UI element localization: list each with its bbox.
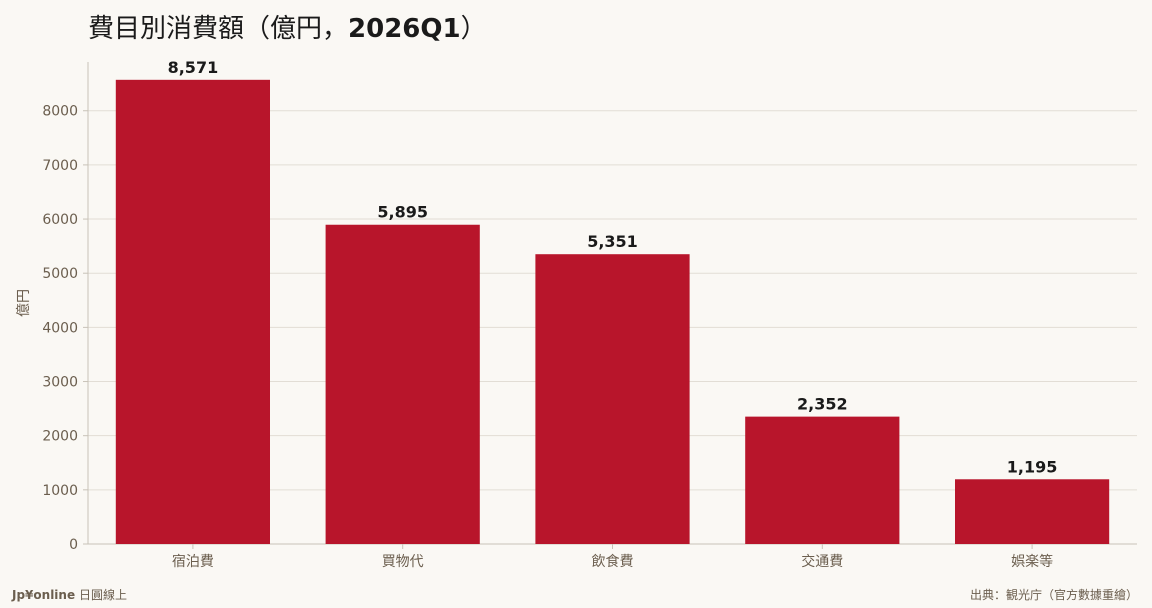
x-tick-label: 買物代: [382, 554, 424, 570]
bar-value-label: 8,571: [168, 58, 219, 77]
x-tick-label: 娯楽等: [1011, 553, 1053, 570]
y-tick-label: 0: [69, 537, 78, 553]
y-axis-label: 億円: [16, 289, 32, 317]
y-tick-label: 4000: [42, 320, 78, 336]
source-note: 出典：観光庁（官方數據重繪）: [969, 588, 1138, 602]
bar-value-label: 5,895: [377, 203, 428, 222]
footer-brand: Jp¥online 日圓線上: [12, 586, 127, 603]
x-tick-label: 交通費: [801, 553, 843, 570]
brand-name: Jp¥online: [12, 588, 76, 602]
y-tick-label: 2000: [42, 429, 78, 445]
chart-title: 費目別消費額（億円，2026Q1）: [88, 8, 487, 45]
bar: [745, 416, 900, 544]
y-tick-label: 7000: [42, 158, 78, 174]
y-tick-label: 3000: [42, 375, 78, 391]
y-tick-label: 6000: [42, 212, 78, 228]
bar: [115, 79, 271, 544]
y-tick-label: 8000: [42, 104, 78, 120]
chart-title-end: ）: [460, 14, 487, 44]
bar: [954, 479, 1110, 544]
y-tick-label: 1000: [42, 483, 78, 499]
bar-value-label: 2,352: [797, 395, 848, 414]
x-tick-label: 宿泊費: [172, 553, 214, 570]
y-tick-label: 5000: [42, 266, 78, 282]
brand-suffix: 日圓線上: [78, 588, 127, 602]
bar-value-label: 1,195: [1007, 457, 1058, 476]
x-tick-label: 飲食費: [592, 553, 634, 570]
bar-value-label: 5,351: [587, 232, 638, 251]
chart-title-period: 2026Q1: [348, 14, 461, 44]
chart-title-main: 費目別消費額（億円，: [88, 14, 349, 44]
bar: [325, 224, 480, 545]
bar: [535, 254, 690, 544]
